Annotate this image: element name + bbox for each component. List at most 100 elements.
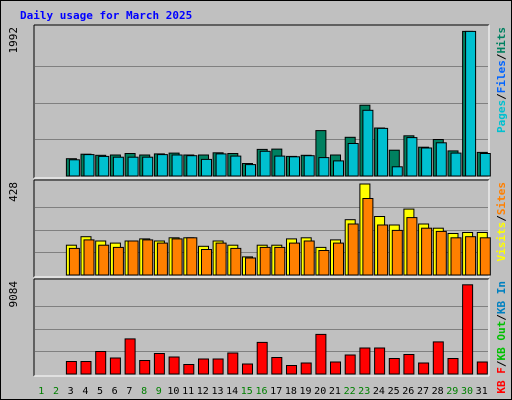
visits-sites-bar-day-23 xyxy=(362,198,374,276)
hits-pages-bar-day-19 xyxy=(303,155,315,177)
kbytes-kb_f-bar-day-25 xyxy=(388,358,400,375)
visits-sites-bar-day-13 xyxy=(215,242,227,276)
hits-pages-bar-day-9 xyxy=(156,154,168,177)
kbytes-kb_f-bar-day-12 xyxy=(198,358,209,375)
day-label-14: 14 xyxy=(226,386,238,397)
kbytes-legend-entry-1: / xyxy=(495,360,508,367)
day-label-7: 7 xyxy=(126,386,132,397)
visits-legend-entry-0: Visits xyxy=(495,222,508,262)
visits-sites-bar-day-17 xyxy=(274,246,286,276)
kbytes-kb_f-bar-day-20 xyxy=(315,333,327,375)
hits-pages-bar-day-21 xyxy=(333,160,344,177)
hits-pages-bar-day-25 xyxy=(391,166,403,177)
kbytes-kb_f-bar-day-15 xyxy=(242,363,253,375)
kbytes-kb_f-bar-day-29 xyxy=(447,358,459,375)
hits-pages-bar-day-31 xyxy=(479,153,491,177)
visits-legend-entry-2: Sites xyxy=(495,182,508,215)
kbytes-legend-entry-2: KB Out xyxy=(495,321,508,361)
visits-sites-bar-day-8 xyxy=(142,239,154,276)
hits-pages-bar-day-5 xyxy=(98,155,110,177)
visits-sites-bar-day-15 xyxy=(245,257,256,276)
visits-sites-bar-day-28 xyxy=(435,230,447,276)
day-label-26: 26 xyxy=(402,386,414,397)
kbytes-kb_f-bar-day-24 xyxy=(374,347,386,375)
kbytes-kb_f-bar-day-11 xyxy=(183,364,195,375)
hits-pages-bar-day-16 xyxy=(259,150,271,177)
hits-pages-bar-day-8 xyxy=(142,156,154,177)
day-label-12: 12 xyxy=(197,386,209,397)
kbytes-legend-entry-3: / xyxy=(495,314,508,321)
visits-max-label: 428 xyxy=(7,182,20,202)
day-label-15: 15 xyxy=(241,386,253,397)
hits-legend: Pages/Files/Hits xyxy=(495,27,508,133)
visits-sites-bar-day-10 xyxy=(171,238,183,276)
day-label-13: 13 xyxy=(211,386,223,397)
hits-pages-bar-day-11 xyxy=(186,155,198,177)
hits-pages-bar-day-26 xyxy=(406,137,418,177)
visits-legend-entry-1: / xyxy=(495,215,508,222)
kbytes-kb_f-bar-day-8 xyxy=(139,360,151,375)
kbytes-kb_f-bar-day-3 xyxy=(65,361,77,375)
visits-sites-bar-day-4 xyxy=(83,239,95,276)
day-label-28: 28 xyxy=(432,386,444,397)
kbytes-kb_f-bar-day-28 xyxy=(432,341,444,375)
kbytes-kb_f-bar-day-4 xyxy=(80,361,92,375)
hits-pages-bar-day-3 xyxy=(68,159,80,177)
visits-legend: Visits/Sites xyxy=(495,182,508,262)
visits-sites-bar-day-9 xyxy=(156,242,168,276)
kbytes-kb_f-bar-day-21 xyxy=(330,361,341,375)
hits-pages-bar-day-4 xyxy=(83,154,95,177)
visits-sites-bar-day-18 xyxy=(289,242,300,276)
hits-pages-bar-day-22 xyxy=(347,143,359,177)
hits-pages-bar-day-20 xyxy=(318,157,330,177)
visits-sites-bar-day-19 xyxy=(303,240,315,276)
visits-sites-bar-day-6 xyxy=(112,246,124,276)
hits-pages-bar-day-13 xyxy=(215,153,227,177)
hits-legend-entry-3: / xyxy=(495,53,508,60)
visits-sites-bar-day-16 xyxy=(259,246,271,276)
day-label-10: 10 xyxy=(167,386,179,397)
visits-sites-bar-day-7 xyxy=(127,240,139,276)
kbytes-kb_f-bar-day-9 xyxy=(153,353,165,375)
kbytes-kb_f-bar-day-23 xyxy=(359,347,371,375)
day-label-25: 25 xyxy=(388,386,400,397)
kbytes-kb_f-bar-day-14 xyxy=(227,352,239,375)
kbytes-kb_f-bar-day-27 xyxy=(418,362,430,375)
hits-pages-bar-day-15 xyxy=(245,164,256,177)
visits-sites-bar-day-25 xyxy=(391,229,403,276)
hits-legend-entry-4: Hits xyxy=(495,27,508,54)
visits-sites-bar-day-11 xyxy=(186,237,198,276)
day-label-21: 21 xyxy=(329,386,341,397)
visits-sites-bar-day-5 xyxy=(98,244,110,276)
hits-legend-entry-0: Pages xyxy=(495,100,508,133)
kbytes-kb_f-bar-day-31 xyxy=(476,361,488,375)
visits-sites-bar-day-20 xyxy=(318,250,330,276)
visits-sites-bar-day-24 xyxy=(377,224,389,276)
kbytes-kb_f-bar-day-19 xyxy=(300,362,312,375)
day-label-8: 8 xyxy=(141,386,147,397)
kbytes-kb_f-bar-day-26 xyxy=(403,354,415,375)
hits-pages-bar-day-28 xyxy=(435,142,447,177)
day-label-22: 22 xyxy=(344,386,356,397)
kbytes-legend: KB F/KB Out/KB In xyxy=(495,281,508,394)
hits-pages-bar-day-6 xyxy=(112,156,124,177)
day-label-24: 24 xyxy=(373,386,385,397)
visits-sites-bar-day-22 xyxy=(347,223,359,276)
day-label-5: 5 xyxy=(97,386,103,397)
day-label-2: 2 xyxy=(53,386,59,397)
day-label-29: 29 xyxy=(446,386,458,397)
day-label-18: 18 xyxy=(285,386,297,397)
visits-sites-bar-day-27 xyxy=(421,227,433,276)
hits-pages-bar-day-24 xyxy=(377,127,389,177)
kbytes-kb_f-bar-day-17 xyxy=(271,357,283,375)
day-label-19: 19 xyxy=(299,386,311,397)
hits-max-label: 1992 xyxy=(7,27,20,54)
day-label-6: 6 xyxy=(112,386,118,397)
kbytes-kb_f-bar-day-7 xyxy=(124,338,136,375)
day-label-3: 3 xyxy=(68,386,74,397)
kbytes-kb_f-bar-day-10 xyxy=(168,356,180,375)
visits-sites-bar-day-31 xyxy=(479,237,491,276)
day-label-30: 30 xyxy=(461,386,473,397)
visits-sites-bar-day-3 xyxy=(68,247,80,276)
day-label-27: 27 xyxy=(417,386,429,397)
